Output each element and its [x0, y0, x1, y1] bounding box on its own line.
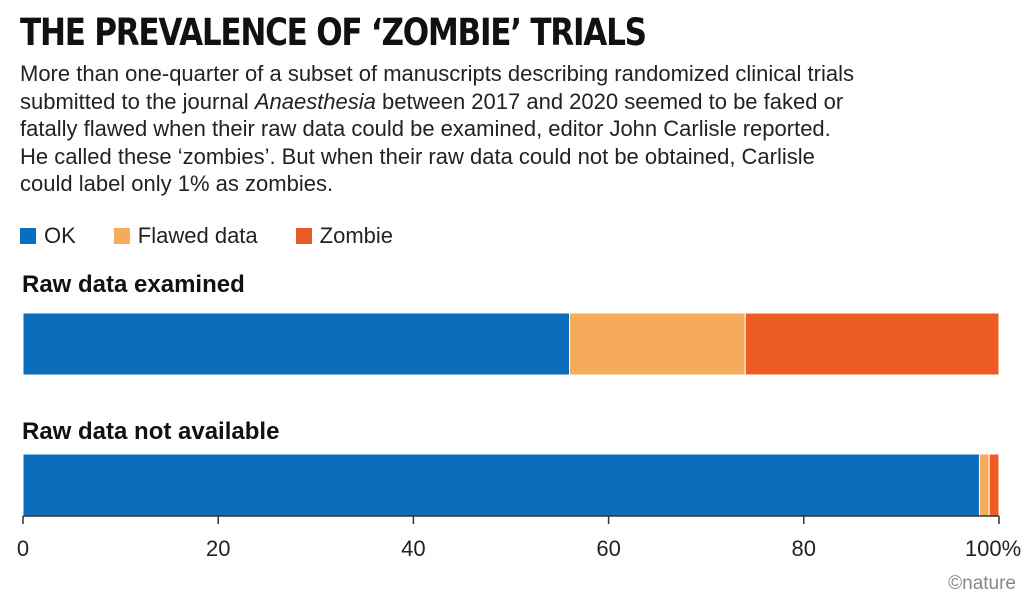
subtitle-line-5: could label only 1% as zombies. — [20, 171, 334, 196]
subtitle-line-2: submitted to the journal Anaesthesia bet… — [20, 88, 1010, 116]
bar-raw-data-not-available-flawed-data — [978, 453, 990, 517]
bar-raw-data-not-available-ok — [22, 453, 980, 517]
group-label-raw-data-not-available: Raw data not available — [22, 418, 280, 445]
x-tick-label-40: 40 — [401, 536, 425, 561]
subtitle-line-4: He called these ‘zombies’. But when thei… — [20, 143, 815, 169]
subtitle-line-2-end: between 2017 and 2020 seemed to be faked… — [375, 88, 844, 114]
legend-label-flawed-data: Flawed data — [137, 223, 258, 248]
legend-label-ok: OK — [44, 223, 76, 248]
legend-item-zombie: Zombie — [295, 223, 394, 249]
subtitle-line-3: fatally flawed when their raw data could… — [20, 116, 831, 141]
nature-credit: ©nature — [948, 573, 1016, 594]
x-tick-label-60: 60 — [596, 536, 620, 561]
legend-swatch-zombie — [295, 228, 312, 244]
x-tick-label-20: 20 — [206, 536, 230, 561]
bar-raw-data-examined-zombie — [744, 312, 1000, 376]
x-tick-label-0: 0 — [17, 536, 29, 561]
group-label-raw-data-examined: Raw data examined — [22, 271, 245, 298]
chart-title: THE PREVALENCE OF ‘ZOMBIE’ TRIALS — [20, 11, 647, 54]
subtitle-line-1: More than one-quarter of a subset of man… — [20, 61, 854, 86]
chart-legend: OK Flawed data Zombie — [20, 222, 431, 250]
chart-subtitle: More than one-quarter of a subset of man… — [20, 60, 1010, 198]
bar-raw-data-examined-ok — [22, 312, 571, 376]
bar-raw-data-examined-flawed-data — [569, 312, 746, 376]
legend-item-flawed-data: Flawed data — [113, 223, 258, 249]
journal-name: Anaesthesia — [254, 88, 376, 114]
bar-raw-data-not-available-zombie — [988, 453, 1000, 517]
x-tick-label-80: 80 — [792, 536, 816, 561]
legend-item-ok: OK — [20, 223, 76, 249]
x-tick-label-100: 100% — [965, 536, 1021, 561]
subtitle-line-2-start: submitted to the journal — [20, 88, 255, 114]
legend-label-zombie: Zombie — [319, 223, 394, 248]
legend-swatch-flawed-data — [113, 228, 130, 244]
legend-swatch-ok — [20, 228, 36, 244]
